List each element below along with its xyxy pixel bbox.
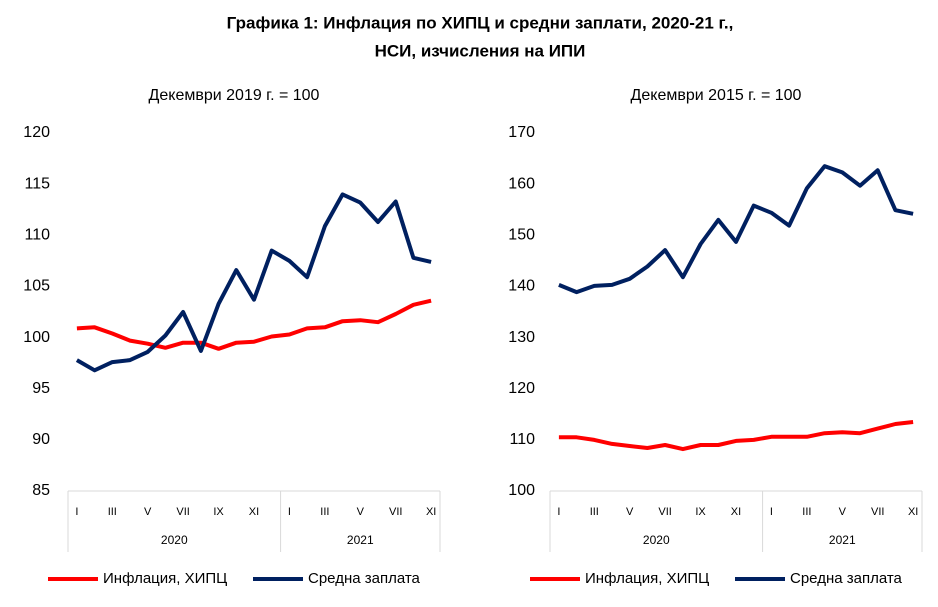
x-tick-label: III bbox=[320, 506, 329, 518]
legend-label: Инфлация, ХИПЦ bbox=[585, 570, 709, 587]
y-tick-label: 100 bbox=[508, 482, 535, 499]
y-tick-label: 90 bbox=[32, 431, 50, 448]
subtitle: Декември 2015 г. = 100 bbox=[631, 87, 802, 104]
y-tick-label: 105 bbox=[23, 278, 50, 295]
x-tick-label: III bbox=[802, 506, 811, 518]
x-tick-label: VII bbox=[176, 506, 189, 518]
subtitle: Декември 2019 г. = 100 bbox=[149, 87, 320, 104]
y-tick-label: 100 bbox=[23, 329, 50, 346]
y-tick-label: 85 bbox=[32, 482, 50, 499]
y-tick-label: 120 bbox=[508, 380, 535, 397]
x-tick-label: I bbox=[557, 506, 560, 518]
series-line bbox=[75, 192, 432, 373]
series-line bbox=[558, 420, 914, 452]
group-label: 2020 bbox=[161, 533, 188, 547]
legend-label: Средна заплата bbox=[308, 570, 421, 587]
y-tick-label: 150 bbox=[508, 227, 535, 244]
title-line: НСИ, изчисления на ИПИ bbox=[375, 41, 586, 60]
x-tick-label: VII bbox=[871, 506, 884, 518]
x-tick-label: XI bbox=[908, 506, 918, 518]
x-tick-label: V bbox=[357, 506, 365, 518]
x-tick-label: V bbox=[626, 506, 634, 518]
x-tick-label: V bbox=[144, 506, 152, 518]
x-tick-label: XI bbox=[426, 506, 436, 518]
y-tick-label: 120 bbox=[23, 124, 50, 141]
x-tick-label: I bbox=[288, 506, 291, 518]
y-tick-label: 160 bbox=[508, 175, 535, 192]
y-tick-label: 110 bbox=[509, 431, 535, 448]
y-tick-label: 170 bbox=[508, 124, 535, 141]
y-tick-label: 110 bbox=[24, 227, 50, 244]
x-tick-label: III bbox=[590, 506, 599, 518]
x-tick-label: I bbox=[75, 506, 78, 518]
group-label: 2021 bbox=[829, 533, 856, 547]
x-tick-label: XI bbox=[249, 506, 259, 518]
title-line: Графика 1: Инфлация по ХИПЦ и средни зап… bbox=[227, 13, 734, 32]
x-tick-label: IX bbox=[213, 506, 224, 518]
y-tick-label: 130 bbox=[508, 329, 535, 346]
x-tick-label: III bbox=[108, 506, 117, 518]
series-line bbox=[76, 298, 432, 351]
x-tick-label: XI bbox=[731, 506, 741, 518]
legend-label: Инфлация, ХИПЦ bbox=[103, 570, 227, 587]
group-label: 2021 bbox=[347, 533, 374, 547]
series-line bbox=[558, 164, 914, 295]
x-tick-label: IX bbox=[695, 506, 706, 518]
group-label: 2020 bbox=[643, 533, 670, 547]
legend-label: Средна заплата bbox=[790, 570, 903, 587]
y-tick-label: 95 bbox=[32, 380, 50, 397]
y-tick-label: 140 bbox=[508, 278, 535, 295]
x-tick-label: V bbox=[839, 506, 847, 518]
x-tick-label: VII bbox=[658, 506, 671, 518]
x-tick-label: VII bbox=[389, 506, 402, 518]
y-tick-label: 115 bbox=[24, 175, 50, 192]
x-tick-label: I bbox=[770, 506, 773, 518]
